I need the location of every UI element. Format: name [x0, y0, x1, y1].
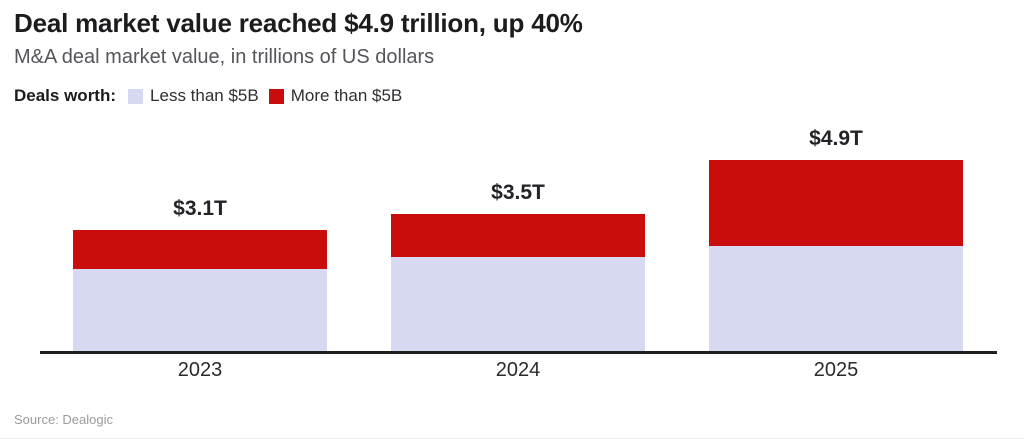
bar-2025-less-than-5b — [709, 246, 963, 351]
legend-item-label: Less than $5B — [150, 86, 259, 105]
legend-item-label: More than $5B — [290, 86, 403, 105]
bar-total-label-2023: $3.1T — [173, 197, 227, 220]
bar-2023-more-than-5b — [73, 230, 327, 269]
bar-2023-less-than-5b — [73, 269, 327, 351]
source-note: Source: Dealogic — [14, 412, 113, 427]
legend-swatch-icon — [128, 88, 144, 104]
bar-total-label-2025: $4.9T — [809, 127, 863, 150]
x-tick-label-2024: 2024 — [495, 359, 541, 381]
bar-total-label-2024: $3.5T — [491, 181, 545, 204]
bar-2025-more-than-5b — [709, 160, 963, 246]
legend-item-less-than-5b: Less than $5B — [128, 86, 259, 106]
chart-title: Deal market value reached $4.9 trillion,… — [14, 8, 583, 38]
x-axis-line — [40, 351, 997, 354]
legend-items: Less than $5B More than $5B — [128, 86, 412, 106]
legend-item-more-than-5b: More than $5B — [268, 86, 403, 106]
legend-label: Deals worth: — [14, 86, 117, 105]
bar-2024-more-than-5b — [391, 214, 645, 257]
x-tick-label-2023: 2023 — [177, 359, 223, 381]
chart-legend: Deals worth: Less than $5B More than $5B — [14, 86, 412, 106]
bar-2024-less-than-5b — [391, 257, 645, 351]
x-tick-label-2025: 2025 — [813, 359, 859, 381]
chart-subtitle: M&A deal market value, in trillions of U… — [14, 46, 435, 68]
legend-swatch-icon — [268, 88, 284, 104]
